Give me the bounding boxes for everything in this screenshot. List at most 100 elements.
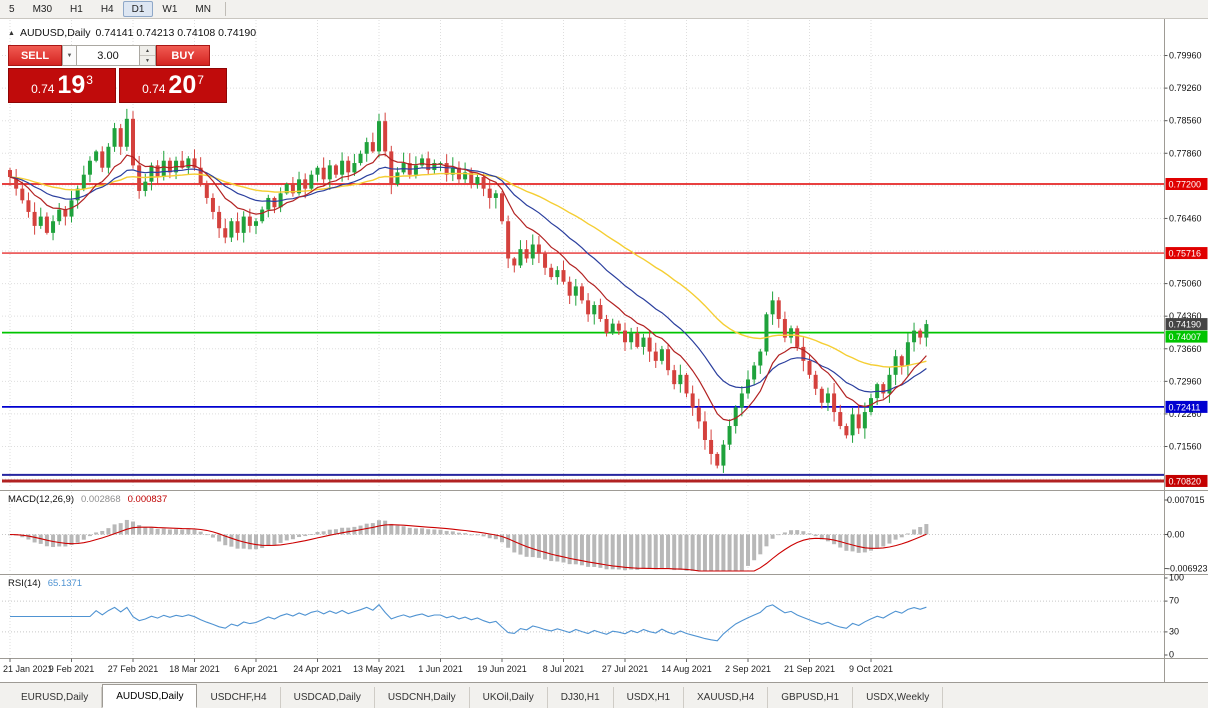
rsi-header: RSI(14) 65.1371 [8, 578, 82, 589]
horizontal-level-lines[interactable] [2, 183, 1164, 483]
svg-text:9 Oct 2021: 9 Oct 2021 [849, 664, 893, 674]
svg-text:0.79260: 0.79260 [1169, 83, 1202, 93]
price-badge-0.72411 [1165, 400, 1208, 413]
chart-tab-ukoil-daily[interactable]: UKOil,Daily [470, 687, 548, 708]
macd-signal-value: 0.000837 [127, 494, 168, 505]
svg-text:0.76460: 0.76460 [1169, 213, 1202, 223]
chart-tab-audusd-daily[interactable]: AUDUSD,Daily [102, 684, 198, 708]
svg-text:0.72260: 0.72260 [1169, 409, 1202, 419]
toolbar-separator [224, 2, 226, 16]
ma-slow-line [9, 172, 927, 368]
svg-text:0.71560: 0.71560 [1169, 442, 1202, 452]
svg-text:0.72411: 0.72411 [1169, 402, 1201, 412]
price-axis: 0.79960 0.79260 0.78560 0.77860 0.76460 0.750… [1164, 51, 1208, 660]
chart-tab-gbpusd-h1[interactable]: GBPUSD,H1 [768, 687, 854, 708]
chart-tab-usdcad-daily[interactable]: USDCAD,Daily [281, 687, 375, 708]
ohlc-values: 0.74141 0.74213 0.74108 0.74190 [95, 27, 257, 39]
svg-text:18 Mar 2021: 18 Mar 2021 [169, 664, 220, 674]
symbol-period-label: AUDUSD,Daily [19, 27, 91, 39]
svg-text:0.75060: 0.75060 [1169, 279, 1202, 289]
svg-text:19 Jun 2021: 19 Jun 2021 [477, 664, 527, 674]
timeframe-button-M30[interactable]: M30 [32, 3, 53, 15]
svg-text:0.74007: 0.74007 [1169, 332, 1202, 342]
pane-separators[interactable] [0, 19, 1208, 682]
svg-text:0.00: 0.00 [1167, 530, 1185, 540]
rsi-pane [10, 603, 927, 642]
price-badge-0.77200 [1165, 177, 1208, 190]
svg-text:0: 0 [1169, 650, 1174, 660]
spinner-up-icon[interactable]: ▲ [140, 46, 155, 56]
chart-tab-dj30-h1[interactable]: DJ30,H1 [548, 687, 614, 708]
buy-price-display[interactable]: 0.74 20 7 [119, 68, 227, 103]
volume-dropdown-button[interactable]: ▼ [62, 45, 77, 66]
svg-text:0.74360: 0.74360 [1169, 311, 1202, 321]
price-badge-0.75716 [1165, 247, 1208, 260]
collapse-arrow-icon[interactable]: ▲ [8, 29, 15, 37]
svg-text:13 May 2021: 13 May 2021 [353, 664, 405, 674]
bid-ask-display-row: 0.74 19 3 0.74 20 7 [8, 68, 227, 103]
sell-price-display[interactable]: 0.74 19 3 [8, 68, 116, 103]
price-badge-0.74190 [1165, 318, 1208, 331]
rsi-value: 65.1371 [47, 578, 83, 589]
chart-title: ▲ AUDUSD,Daily 0.74141 0.74213 0.74108 0… [8, 27, 256, 39]
svg-text:0.75716: 0.75716 [1169, 249, 1202, 259]
timeframe-button-5[interactable]: 5 [9, 3, 15, 15]
chart-tab-usdx-h1[interactable]: USDX,H1 [614, 687, 685, 708]
chart-tab-eurusd-daily[interactable]: EURUSD,Daily [8, 687, 103, 708]
chart-tab-xauusd-h4[interactable]: XAUUSD,H4 [684, 687, 769, 708]
svg-text:1 Jun 2021: 1 Jun 2021 [418, 664, 463, 674]
svg-text:30: 30 [1169, 626, 1179, 636]
svg-text:0.73660: 0.73660 [1169, 344, 1202, 354]
svg-text:9 Feb 2021: 9 Feb 2021 [49, 664, 95, 674]
timeframe-button-MN[interactable]: MN [195, 3, 211, 15]
timeframe-toolbar: 5 M30 H1 H4 D1 W1 MN [0, 0, 1208, 19]
svg-text:8 Jul 2021: 8 Jul 2021 [543, 664, 585, 674]
svg-text:100: 100 [1169, 573, 1184, 583]
svg-text:6 Apr 2021: 6 Apr 2021 [234, 664, 278, 674]
timeframe-button-W1[interactable]: W1 [162, 3, 178, 15]
macd-name: MACD(12,26,9) [8, 494, 74, 505]
chart-tab-usdchf-h4[interactable]: USDCHF,H4 [197, 687, 281, 708]
timeframe-button-D1[interactable]: D1 [122, 1, 154, 17]
buy-button[interactable]: BUY [156, 45, 210, 66]
svg-text:27 Jul 2021: 27 Jul 2021 [602, 664, 649, 674]
svg-text:14 Aug 2021: 14 Aug 2021 [661, 664, 712, 674]
price-badge-0.74007 [1165, 330, 1208, 343]
svg-text:0.77200: 0.77200 [1169, 179, 1202, 189]
svg-text:0.78560: 0.78560 [1169, 116, 1202, 126]
chart-tab-usdx-weekly[interactable]: USDX,Weekly [853, 687, 944, 708]
chart-tab-usdcnh-daily[interactable]: USDCNH,Daily [375, 687, 470, 708]
volume-input[interactable] [77, 45, 140, 66]
macd-signal-line [9, 524, 927, 572]
candlesticks [8, 108, 929, 473]
macd-header: MACD(12,26,9) 0.002868 0.000837 [8, 494, 167, 505]
svg-text:0.74190: 0.74190 [1169, 320, 1202, 330]
price-badges: 0.77200 0.75716 0.74190 0.74007 0.72411 0.708… [1165, 177, 1208, 487]
ma-fast-line [9, 153, 927, 422]
svg-text:-0.006923: -0.006923 [1167, 564, 1208, 574]
spinner-down-icon[interactable]: ▼ [140, 56, 155, 65]
chart-tab-bar: EURUSD,Daily AUDUSD,Daily USDCHF,H4 USDCAD,… [0, 682, 1208, 708]
price-badge-0.70820 [1165, 474, 1208, 487]
one-click-trading-panel: SELL ▼ ▲ ▼ BUY 0.74 19 3 0.74 20 7 [8, 45, 227, 103]
svg-text:0.77860: 0.77860 [1169, 148, 1202, 158]
volume-spinner[interactable]: ▲ ▼ [140, 45, 156, 66]
svg-text:27 Feb 2021: 27 Feb 2021 [108, 664, 159, 674]
trade-controls-row: SELL ▼ ▲ ▼ BUY [8, 45, 227, 66]
sell-button[interactable]: SELL [8, 45, 62, 66]
ma-mid-line [9, 166, 927, 393]
svg-text:70: 70 [1169, 596, 1179, 606]
moving-averages [9, 153, 927, 422]
timeframe-button-H4[interactable]: H4 [100, 3, 114, 15]
svg-text:24 Apr 2021: 24 Apr 2021 [293, 664, 342, 674]
macd-pane [8, 519, 929, 572]
macd-main-value: 0.002868 [81, 494, 121, 505]
rsi-name: RSI(14) [8, 578, 41, 589]
timeframe-button-H1[interactable]: H1 [70, 3, 83, 15]
svg-text:2 Sep 2021: 2 Sep 2021 [725, 664, 771, 674]
svg-text:0.70820: 0.70820 [1169, 476, 1202, 486]
rsi-line [10, 603, 927, 642]
